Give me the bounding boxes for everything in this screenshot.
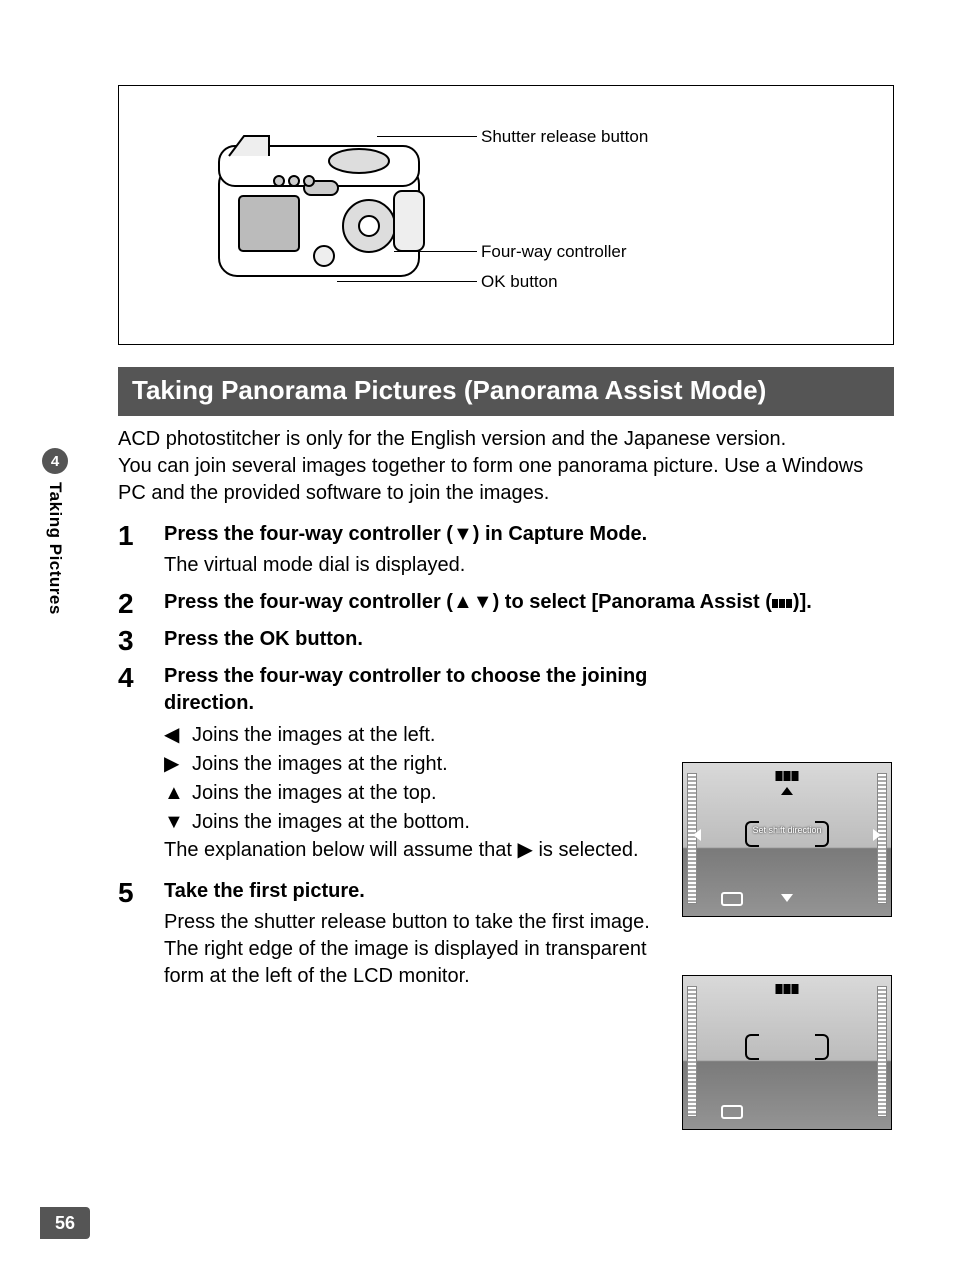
step-number: 4 bbox=[118, 663, 164, 868]
callout-line bbox=[337, 281, 477, 282]
text: Press the four-way controller ( bbox=[164, 523, 453, 545]
chapter-label: Taking Pictures bbox=[45, 482, 65, 615]
bracket-icon bbox=[745, 1034, 759, 1060]
step-subtext: Press the shutter release button to take… bbox=[164, 909, 664, 990]
gauge-icon bbox=[687, 986, 697, 1117]
chapter-number-badge: 4 bbox=[42, 448, 68, 474]
list-item: ▼Joins the images at the bottom. bbox=[164, 808, 664, 837]
step-title: Take the first picture. bbox=[164, 878, 664, 905]
section-heading: Taking Panorama Pictures (Panorama Assis… bbox=[118, 367, 894, 416]
manual-page: Shutter release button Four-way controll… bbox=[0, 0, 954, 1283]
left-arrow-glyph: ◀ bbox=[164, 721, 192, 750]
up-triangle-icon bbox=[781, 787, 793, 795]
step-title: Press the OK button. bbox=[164, 626, 894, 653]
step-number: 3 bbox=[118, 626, 164, 657]
callout-line bbox=[394, 251, 477, 252]
right-arrow-glyph: ▶ bbox=[164, 750, 192, 779]
text: Press the four-way controller ( bbox=[164, 591, 453, 613]
direction-list: ◀Joins the images at the left. ▶Joins th… bbox=[164, 721, 664, 837]
intro-line: You can join several images together to … bbox=[118, 453, 894, 507]
list-item: ▶Joins the images at the right. bbox=[164, 750, 664, 779]
down-arrow-glyph: ▼ bbox=[164, 808, 192, 837]
step-title: Press the four-way controller (▼) in Cap… bbox=[164, 521, 894, 548]
right-arrow-glyph: ▶ bbox=[518, 839, 533, 861]
gauge-icon bbox=[877, 986, 887, 1117]
text: ) in Capture Mode. bbox=[473, 523, 647, 545]
bracket-icon bbox=[815, 1034, 829, 1060]
list-item: ▲Joins the images at the top. bbox=[164, 779, 664, 808]
step-number: 2 bbox=[118, 589, 164, 620]
direction-text: Joins the images at the bottom. bbox=[192, 808, 470, 837]
direction-text: Joins the images at the left. bbox=[192, 721, 435, 750]
text: )]. bbox=[793, 591, 812, 613]
step-number: 5 bbox=[118, 878, 164, 994]
step-subtext: The virtual mode dial is displayed. bbox=[164, 552, 894, 579]
side-rail: 4 Taking Pictures bbox=[40, 448, 70, 1148]
step-3: 3 Press the OK button. bbox=[118, 626, 894, 657]
lcd-preview-first-shot bbox=[682, 975, 892, 1130]
text: The explanation below will assume that bbox=[164, 839, 518, 861]
display-mode-icon bbox=[721, 1105, 743, 1119]
page-number: 56 bbox=[40, 1207, 90, 1239]
step-2: 2 Press the four-way controller (▲▼) to … bbox=[118, 589, 894, 620]
display-mode-icon bbox=[721, 892, 743, 906]
callout-line bbox=[377, 136, 477, 137]
intro-text: ACD photostitcher is only for the Englis… bbox=[118, 426, 894, 507]
step-title: Press the four-way controller (▲▼) to se… bbox=[164, 589, 894, 616]
direction-text: Joins the images at the right. bbox=[192, 750, 448, 779]
steps-list: 1 Press the four-way controller (▼) in C… bbox=[118, 521, 894, 994]
updown-arrow-glyph: ▲▼ bbox=[453, 591, 493, 613]
panorama-icon bbox=[776, 771, 799, 781]
panorama-icon bbox=[772, 589, 793, 616]
down-triangle-icon bbox=[781, 894, 793, 902]
panorama-icon bbox=[776, 984, 799, 994]
text: is selected. bbox=[533, 839, 639, 861]
list-item: ◀Joins the images at the left. bbox=[164, 721, 664, 750]
intro-line: ACD photostitcher is only for the Englis… bbox=[118, 426, 894, 453]
direction-text: Joins the images at the top. bbox=[192, 779, 437, 808]
step-number: 1 bbox=[118, 521, 164, 583]
text: ) to select [Panorama Assist ( bbox=[493, 591, 772, 613]
step-1: 1 Press the four-way controller (▼) in C… bbox=[118, 521, 894, 583]
step-title: Press the four-way controller to choose … bbox=[164, 663, 664, 717]
camera-diagram-box: Shutter release button Four-way controll… bbox=[118, 85, 894, 345]
lcd-message: Set shift direction bbox=[683, 825, 891, 835]
callout-shutter: Shutter release button bbox=[481, 127, 648, 147]
up-arrow-glyph: ▲ bbox=[164, 779, 192, 808]
callout-fourway: Four-way controller bbox=[481, 242, 627, 262]
down-arrow-glyph: ▼ bbox=[453, 523, 473, 545]
lcd-preview-direction: Set shift direction bbox=[682, 762, 892, 917]
step-note: The explanation below will assume that ▶… bbox=[164, 837, 664, 864]
callout-ok: OK button bbox=[481, 272, 558, 292]
